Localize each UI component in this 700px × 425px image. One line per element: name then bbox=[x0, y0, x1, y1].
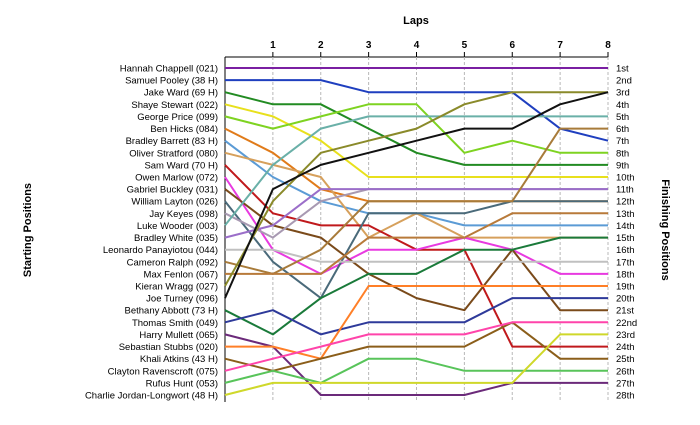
y-axis-title-right: Finishing Positions bbox=[659, 179, 671, 280]
x-tick-label: 6 bbox=[509, 40, 515, 51]
starting-position-label: George Price (099) bbox=[137, 112, 218, 123]
starting-position-label: Luke Wooder (003) bbox=[137, 221, 218, 232]
starting-position-label: Bradley White (035) bbox=[134, 233, 218, 244]
x-tick-label: 8 bbox=[605, 40, 611, 51]
starting-position-label: Jake Ward (69 H) bbox=[144, 88, 218, 99]
starting-position-label: Bradley Barrett (83 H) bbox=[126, 136, 218, 147]
finishing-position-label: 12th bbox=[616, 197, 635, 208]
starting-position-label: Joe Turney (096) bbox=[146, 294, 218, 305]
series-line bbox=[224, 127, 608, 275]
series-line bbox=[224, 333, 608, 396]
starting-position-label: Jay Keyes (098) bbox=[149, 209, 218, 220]
finishing-position-label: 18th bbox=[616, 269, 635, 280]
series-line bbox=[224, 91, 608, 166]
starting-position-label: Cameron Ralph (092) bbox=[127, 257, 218, 268]
finishing-position-label: 1st bbox=[616, 64, 629, 75]
finishing-position-label: 28th bbox=[616, 391, 635, 402]
series-line bbox=[224, 236, 608, 336]
starting-position-label: Khali Atkins (43 H) bbox=[140, 354, 218, 365]
finishing-position-label: 21st bbox=[616, 306, 634, 317]
series-lines bbox=[224, 67, 609, 396]
series-line bbox=[224, 176, 608, 275]
starting-position-label: Harry Mullett (065) bbox=[139, 330, 218, 341]
starting-position-label: Leonardo Panayiotou (044) bbox=[103, 245, 218, 256]
finishing-position-label: 25th bbox=[616, 354, 635, 365]
series-line bbox=[224, 357, 608, 384]
starting-position-label: William Layton (026) bbox=[131, 197, 218, 208]
x-tick-label: 2 bbox=[318, 40, 324, 51]
x-tick-label: 5 bbox=[462, 40, 468, 51]
finishing-position-label: 13th bbox=[616, 209, 635, 220]
finishing-position-label: 19th bbox=[616, 282, 635, 293]
finishing-position-label: 7th bbox=[616, 136, 629, 147]
series-line bbox=[224, 188, 608, 312]
x-tick-label: 7 bbox=[557, 40, 563, 51]
finishing-position-label: 10th bbox=[616, 173, 635, 184]
finishing-position-label: 20th bbox=[616, 294, 635, 305]
series-line bbox=[225, 212, 608, 275]
finishing-position-label: 6th bbox=[616, 124, 629, 135]
x-axis-title: Laps bbox=[403, 15, 429, 27]
starting-position-label: Oliver Stratford (080) bbox=[129, 148, 218, 159]
starting-position-label: Sam Ward (70 H) bbox=[144, 160, 218, 171]
finishing-position-label: 22nd bbox=[616, 318, 637, 329]
finishing-position-label: 15th bbox=[616, 233, 635, 244]
grid-layer: 1 2 3 4 5 6 7 8 bbox=[224, 40, 611, 402]
finishing-position-label: 26th bbox=[616, 366, 635, 377]
starting-position-label: Clayton Ravenscroft (075) bbox=[108, 366, 218, 377]
series-line bbox=[224, 321, 608, 372]
starting-position-label: Max Fenlon (067) bbox=[144, 269, 218, 280]
series-line bbox=[224, 91, 608, 287]
finishing-position-label: 3rd bbox=[616, 88, 630, 99]
series-line bbox=[224, 188, 608, 239]
finishing-position-label: 2nd bbox=[616, 76, 632, 87]
starting-position-label: Shaye Stewart (022) bbox=[131, 100, 218, 111]
starting-position-label: Thomas Smith (049) bbox=[132, 318, 218, 329]
series-line bbox=[224, 321, 608, 372]
starting-position-label: Rufus Hunt (053) bbox=[146, 378, 218, 389]
series-line bbox=[225, 285, 608, 360]
series-line bbox=[224, 297, 608, 336]
finishing-position-label: 14th bbox=[616, 221, 635, 232]
finishing-position-label: 27th bbox=[616, 378, 635, 389]
starting-position-label: Samuel Pooley (38 H) bbox=[125, 76, 218, 87]
starting-position-label: Hannah Chappell (021) bbox=[120, 64, 218, 75]
finishing-position-label: 5th bbox=[616, 112, 629, 123]
starting-position-label: Charlie Jordan-Longwort (48 H) bbox=[85, 391, 218, 402]
series-line bbox=[224, 91, 609, 299]
y-axis-title-left: Starting Positions bbox=[22, 183, 34, 277]
finishing-position-label: 23rd bbox=[616, 330, 635, 341]
starting-position-label: Kieran Wragg (027) bbox=[135, 282, 218, 293]
finishing-position-label: 11th bbox=[616, 185, 634, 196]
x-tick-label: 4 bbox=[414, 40, 420, 51]
series-line bbox=[224, 115, 608, 227]
starting-position-label: Bethany Abbott (73 H) bbox=[125, 306, 218, 317]
starting-position-label: Ben Hicks (084) bbox=[150, 124, 218, 135]
series-line bbox=[224, 103, 608, 154]
series-line bbox=[224, 333, 608, 396]
starting-position-label: Owen Marlow (072) bbox=[135, 173, 218, 184]
x-tick-label: 3 bbox=[366, 40, 372, 51]
finishing-position-label: 17th bbox=[616, 257, 635, 268]
starting-position-label: Gabriel Buckley (031) bbox=[127, 185, 218, 196]
series-line bbox=[225, 248, 608, 263]
finishing-position-label: 16th bbox=[616, 245, 635, 256]
finishing-position-label: 9th bbox=[616, 160, 629, 171]
finishing-position-label: 8th bbox=[616, 148, 629, 159]
finishing-position-label: 4th bbox=[616, 100, 629, 111]
finishing-position-label: 24th bbox=[616, 342, 635, 353]
label-layer: Hannah Chappell (021)Samuel Pooley (38 H… bbox=[85, 64, 637, 402]
x-tick-label: 1 bbox=[270, 40, 276, 51]
starting-position-label: Sebastian Stubbs (020) bbox=[119, 342, 218, 353]
